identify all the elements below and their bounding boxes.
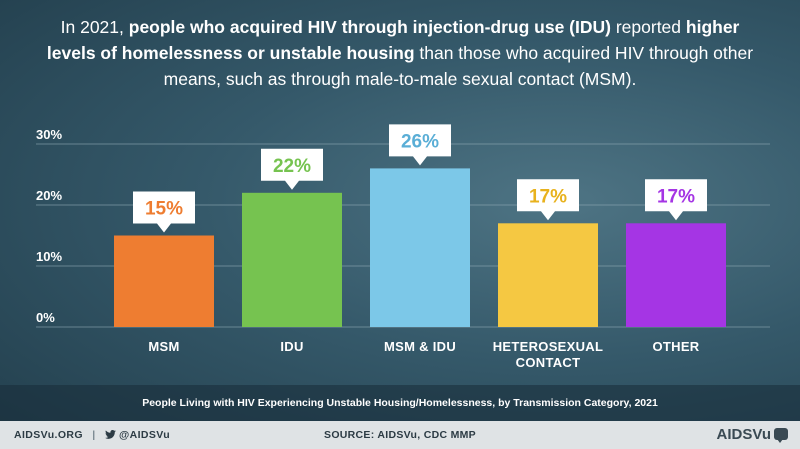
y-tick-label: 20%: [36, 188, 62, 203]
y-tick-label: 30%: [36, 127, 62, 142]
y-tick-label: 0%: [36, 310, 55, 325]
data-label-callout: [645, 179, 707, 221]
bar: [498, 223, 598, 327]
x-tick-label: MSM & IDU: [384, 339, 456, 354]
headline-text: than those who acquired HIV through othe…: [163, 43, 754, 89]
x-tick-label: CONTACT: [516, 355, 581, 370]
data-label: 15%: [145, 199, 183, 220]
data-label-callout: [133, 191, 195, 233]
logo-text: AIDSVu: [716, 426, 771, 443]
footer-bar: AIDSVu.ORG | @AIDSVu SOURCE: AIDSVu, CDC…: [0, 421, 800, 449]
y-tick-label: 10%: [36, 249, 62, 264]
data-label: 17%: [529, 186, 567, 207]
headline-emphasis: higher levels of homelessness or unstabl…: [46, 17, 740, 63]
source-note: SOURCE: AIDSVu, CDC MMP: [324, 429, 476, 441]
data-label: 22%: [273, 156, 311, 177]
aidsvu-logo: AIDSVu: [717, 426, 788, 443]
bar: [242, 192, 342, 327]
headline: In 2021, people who acquired HIV through…: [40, 14, 760, 92]
bar: [114, 235, 214, 327]
data-label: 26%: [401, 131, 439, 152]
twitter-handle[interactable]: @AIDSVu: [118, 429, 171, 441]
data-label: 17%: [657, 186, 695, 207]
bar-chart: 0% 10% 20% 30% 15% MSM 22% IDU 26% MSM & IDU 17% HE…: [36, 124, 770, 370]
site-link[interactable]: AIDSVu.ORG: [14, 429, 83, 441]
data-label-callout: [517, 179, 579, 221]
chart-caption: People Living with HIV Experiencing Unst…: [0, 385, 800, 421]
twitter-icon: [105, 430, 116, 439]
headline-emphasis: people who acquired HIV through injectio…: [128, 17, 611, 37]
footer-separator: |: [92, 429, 96, 441]
speech-bubble-icon: [774, 428, 788, 443]
bar: [626, 223, 726, 327]
x-tick-label: IDU: [280, 339, 303, 354]
data-label-callout: [389, 124, 451, 166]
footer-links: AIDSVu.ORG | @AIDSVu: [14, 429, 170, 441]
x-tick-label: HETEROSEXUAL: [493, 339, 604, 354]
headline-text: In 2021,: [60, 17, 129, 37]
x-tick-label: MSM: [148, 339, 179, 354]
headline-text: reported: [610, 17, 686, 37]
x-tick-label: OTHER: [653, 339, 700, 354]
bar: [370, 168, 470, 327]
data-label-callout: [261, 148, 323, 190]
